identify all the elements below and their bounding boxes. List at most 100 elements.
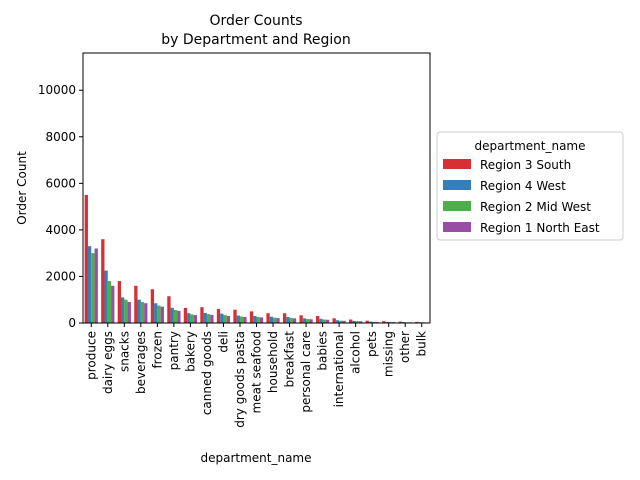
y-tick-label: 4000 (45, 223, 76, 237)
bar (358, 321, 363, 323)
x-tick-label: babies (316, 331, 330, 371)
x-tick-label: pets (365, 331, 379, 357)
bar (315, 316, 320, 323)
legend-swatch (443, 201, 471, 211)
bar (170, 307, 174, 323)
bar (203, 312, 207, 323)
bar (302, 318, 307, 323)
bar (210, 314, 214, 323)
bar (117, 281, 122, 323)
bar (342, 320, 346, 323)
y-tick-label: 8000 (45, 130, 76, 144)
bar (200, 307, 204, 323)
legend-title: department_name (474, 139, 585, 153)
bar (306, 319, 310, 323)
bar (84, 194, 88, 323)
x-axis: produce dairy eggs snacks beverages frozen pa… (84, 323, 429, 428)
legend-swatch (443, 180, 471, 190)
x-tick-label: dry goods pasta (233, 331, 247, 428)
bar (365, 320, 369, 323)
bar (355, 321, 359, 323)
x-tick-label: deli (216, 331, 230, 353)
bar (332, 318, 336, 323)
bar (223, 315, 227, 323)
x-tick-label: other (398, 331, 412, 363)
bar (253, 316, 257, 323)
legend-label: Region 3 South (480, 158, 571, 172)
bar (220, 313, 224, 323)
bar (137, 299, 141, 323)
bar (236, 315, 240, 323)
plot-frame (82, 52, 431, 324)
legend: department_name Region 3 South Region 4 W… (436, 131, 624, 241)
bar (183, 307, 188, 323)
bar (226, 316, 231, 323)
bar (398, 321, 402, 323)
bar (233, 309, 237, 323)
y-axis: 0 2000 4000 6000 8000 10000 (38, 83, 83, 330)
bar (111, 285, 115, 323)
bar (124, 299, 128, 323)
bar (134, 285, 138, 323)
bar (144, 303, 148, 323)
bar (385, 321, 389, 323)
chart-title-line2: by Department and Region (161, 32, 351, 48)
x-tick-label: beverages (134, 331, 148, 394)
bar (206, 314, 211, 323)
bar (382, 321, 386, 323)
bar (243, 316, 247, 323)
chart-title-line1: Order Counts (209, 13, 302, 29)
bar (154, 303, 158, 323)
bar (239, 316, 244, 323)
bar (177, 310, 181, 323)
bar (352, 320, 356, 323)
x-tick-label: dairy eggs (101, 331, 115, 394)
legend-swatch (443, 222, 471, 232)
bar (173, 309, 178, 323)
x-tick-label: meat seafood (250, 331, 264, 413)
bar (299, 315, 303, 323)
bar (266, 313, 270, 323)
y-axis-label: Order Count (15, 151, 29, 225)
bar (190, 314, 194, 323)
bar (276, 318, 280, 323)
legend-label: Region 4 West (480, 179, 566, 193)
x-tick-label: pantry (167, 331, 181, 370)
bar (259, 317, 264, 323)
y-tick-label: 10000 (38, 83, 76, 97)
bar (339, 320, 343, 323)
bar (322, 319, 326, 323)
x-tick-label: canned goods (200, 331, 214, 415)
x-tick-label: bulk (415, 331, 429, 357)
x-tick-label: international (332, 331, 346, 407)
bar (94, 248, 98, 323)
bar (282, 313, 287, 323)
bar (319, 318, 323, 323)
bar (87, 246, 92, 323)
bar (216, 309, 221, 323)
legend-label: Region 2 Mid West (480, 200, 591, 214)
x-tick-label: alcohol (349, 331, 363, 374)
bar (269, 316, 274, 323)
x-tick-label: missing (382, 331, 396, 377)
bar (368, 321, 373, 323)
x-tick-label: breakfast (283, 331, 297, 388)
bar (167, 296, 171, 323)
bar (193, 315, 198, 323)
legend-swatch (443, 159, 471, 169)
bar (415, 321, 419, 323)
bar (273, 317, 277, 323)
bar (187, 313, 191, 323)
bar (256, 316, 260, 323)
y-tick-label: 6000 (45, 176, 76, 190)
bar (157, 305, 161, 323)
bar (309, 319, 313, 323)
legend-frame (436, 131, 624, 241)
bar (289, 317, 293, 323)
y-tick-label: 2000 (45, 269, 76, 283)
bar (127, 302, 131, 323)
x-axis-label: department_name (200, 451, 311, 465)
bar (292, 318, 297, 323)
bar (121, 297, 125, 323)
